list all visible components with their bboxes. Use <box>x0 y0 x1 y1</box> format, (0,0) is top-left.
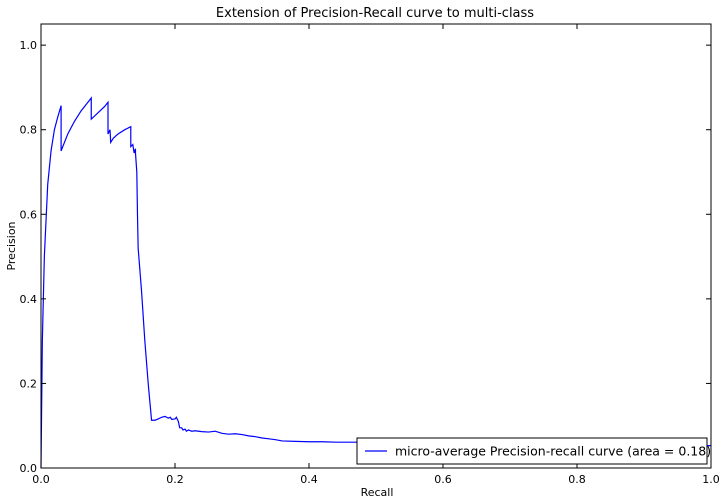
legend: micro-average Precision-recall curve (ar… <box>356 437 711 465</box>
y-axis-label: Precision <box>5 221 18 270</box>
x-tick-label: 0.0 <box>32 473 50 486</box>
y-tick-label: 0.0 <box>20 462 38 475</box>
x-axis-label: Recall <box>361 486 394 499</box>
series-line-0 <box>40 96 711 469</box>
plot-area <box>40 96 711 469</box>
legend-box <box>356 437 708 465</box>
y-tick-label: 1.0 <box>20 39 38 52</box>
x-tick-label: 0.2 <box>166 473 184 486</box>
y-tick-label: 0.2 <box>20 377 38 390</box>
legend-label: micro-average Precision-recall curve (ar… <box>395 444 711 459</box>
x-tick-label: 1.0 <box>702 473 720 486</box>
chart-title: Extension of Precision-Recall curve to m… <box>216 6 534 21</box>
y-tick-label: 0.4 <box>20 293 38 306</box>
y-tick-label: 0.6 <box>20 208 38 221</box>
axes: 0.0 0.2 0.4 0.6 0.8 1.0 0.0 0.2 0.4 0.6 0.8 1.0 <box>20 23 720 486</box>
axes-frame <box>40 23 712 469</box>
y-tick-label: 0.8 <box>20 124 38 137</box>
x-tick-label: 0.6 <box>434 473 452 486</box>
x-tick-label: 0.4 <box>300 473 318 486</box>
x-tick-label: 0.8 <box>568 473 586 486</box>
